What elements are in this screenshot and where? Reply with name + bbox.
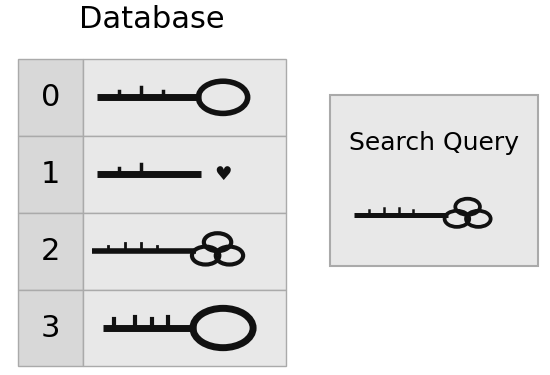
Bar: [84, 59, 286, 136]
Bar: [18, 290, 84, 366]
Bar: [84, 213, 286, 290]
Bar: [18, 213, 84, 290]
Bar: [329, 94, 538, 266]
Text: 3: 3: [41, 314, 60, 342]
Bar: [84, 136, 286, 213]
Bar: [84, 290, 286, 366]
Text: ♥: ♥: [214, 165, 232, 184]
Text: Search Query: Search Query: [349, 131, 519, 155]
Text: 0: 0: [41, 83, 60, 112]
Text: 2: 2: [41, 237, 60, 266]
Text: 1: 1: [41, 160, 60, 189]
Bar: [18, 136, 84, 213]
Text: Database: Database: [79, 5, 225, 34]
Bar: [18, 59, 84, 136]
